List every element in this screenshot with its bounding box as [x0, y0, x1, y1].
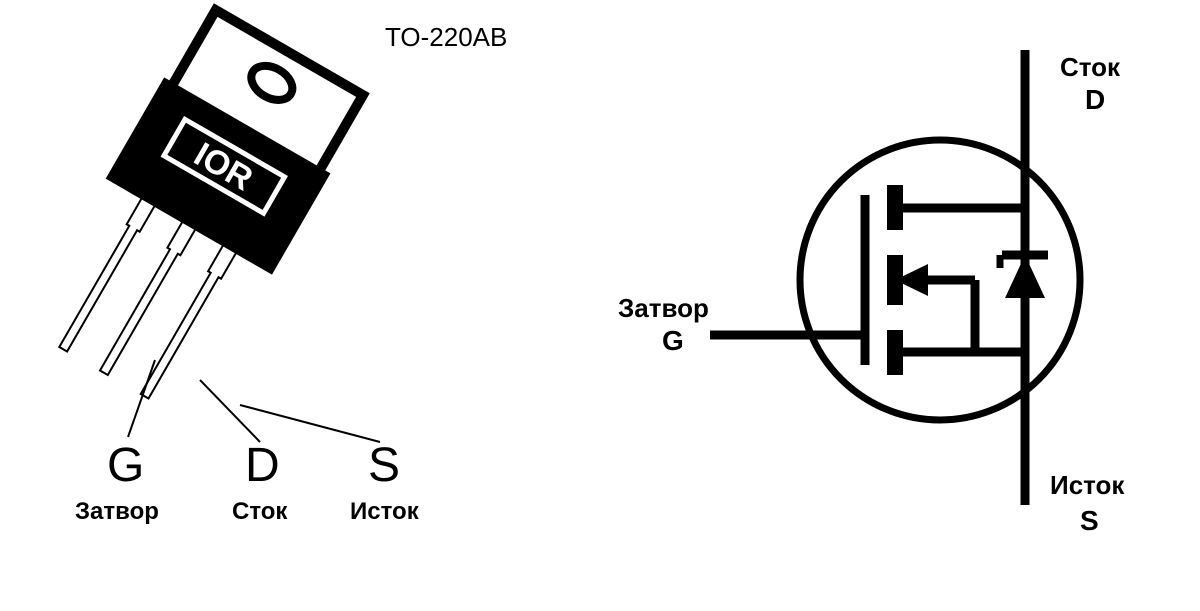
pin-letter-d: D — [245, 438, 280, 493]
schem-source-ru: Исток — [1050, 470, 1124, 501]
schem-source-letter: S — [1080, 505, 1099, 537]
schem-gate-ru: Затвор — [618, 293, 709, 324]
schem-drain-ru: Сток — [1060, 52, 1120, 83]
package-title: TO-220AB — [385, 22, 507, 53]
pin-name-s: Исток — [350, 498, 419, 526]
diagram-canvas: IOR — [0, 0, 1200, 611]
pin-letter-g: G — [107, 438, 144, 493]
schem-drain-letter: D — [1085, 84, 1105, 116]
package-drawing: IOR — [0, 0, 1200, 611]
schem-gate-letter: G — [662, 325, 684, 357]
pin-name-g: Затвор — [75, 498, 159, 526]
pin-letter-s: S — [368, 438, 400, 493]
pin-name-d: Сток — [232, 498, 287, 526]
